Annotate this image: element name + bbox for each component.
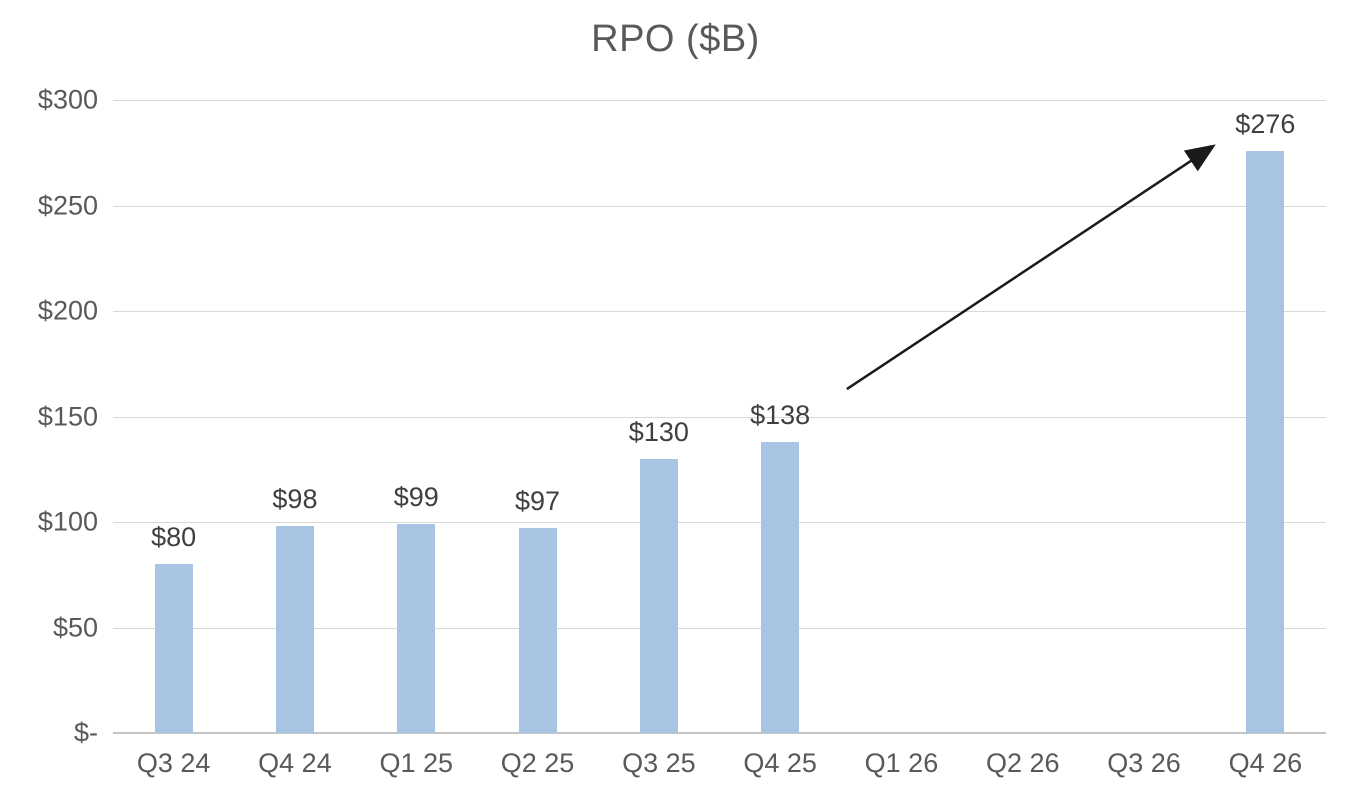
bar-value-label: $80 bbox=[151, 522, 197, 553]
y-axis-tick-label: $250 bbox=[37, 190, 98, 220]
bar-q4-24[interactable] bbox=[275, 526, 314, 733]
bar-value-label: $97 bbox=[515, 486, 561, 517]
gridline bbox=[113, 311, 1326, 312]
x-axis-line bbox=[113, 732, 1326, 734]
bar-value-label: $130 bbox=[628, 416, 689, 447]
gridline bbox=[113, 416, 1326, 418]
bar-value-label: $99 bbox=[393, 482, 439, 513]
gridline bbox=[113, 522, 1326, 523]
y-axis-tick-label: $150 bbox=[37, 401, 98, 431]
x-axis-tick-label: Q3 25 bbox=[622, 748, 696, 778]
x-axis-tick-label: Q4 25 bbox=[743, 748, 817, 778]
y-axis-tick-label: $200 bbox=[37, 295, 98, 326]
bar-q3-24[interactable] bbox=[154, 564, 193, 733]
x-axis-tick-label: Q2 25 bbox=[500, 748, 575, 778]
x-axis-tick-label: Q4 26 bbox=[1228, 748, 1303, 778]
x-axis-tick-label: Q4 24 bbox=[258, 748, 332, 778]
x-axis-tick-label: Q3 26 bbox=[1107, 748, 1181, 778]
y-axis-tick-label: $- bbox=[73, 717, 98, 748]
gridline bbox=[113, 627, 1326, 629]
bar-q2-25[interactable] bbox=[518, 528, 557, 733]
bar-value-label: $98 bbox=[272, 484, 318, 515]
chart-title: RPO ($B) bbox=[591, 18, 760, 60]
gridline bbox=[113, 205, 1326, 207]
x-axis-tick-label: Q3 24 bbox=[136, 748, 211, 778]
bar-q1-25[interactable] bbox=[397, 524, 436, 733]
x-axis-tick-label: Q1 25 bbox=[379, 748, 454, 778]
bar-q4-25[interactable] bbox=[761, 441, 800, 733]
gridline bbox=[113, 100, 1326, 101]
y-axis-tick-label: $100 bbox=[37, 506, 98, 537]
trend-arrow-line bbox=[846, 144, 1216, 391]
y-axis-tick-label: $50 bbox=[52, 612, 98, 642]
bar-value-label: $138 bbox=[750, 399, 811, 430]
x-axis-tick-label: Q2 26 bbox=[985, 748, 1060, 778]
bar-value-label: $276 bbox=[1235, 108, 1296, 139]
x-axis-tick-label: Q1 26 bbox=[864, 748, 939, 778]
bar-q4-26[interactable] bbox=[1246, 150, 1285, 733]
y-axis-tick-label: $300 bbox=[37, 84, 98, 115]
bar-q3-25[interactable] bbox=[639, 458, 678, 733]
